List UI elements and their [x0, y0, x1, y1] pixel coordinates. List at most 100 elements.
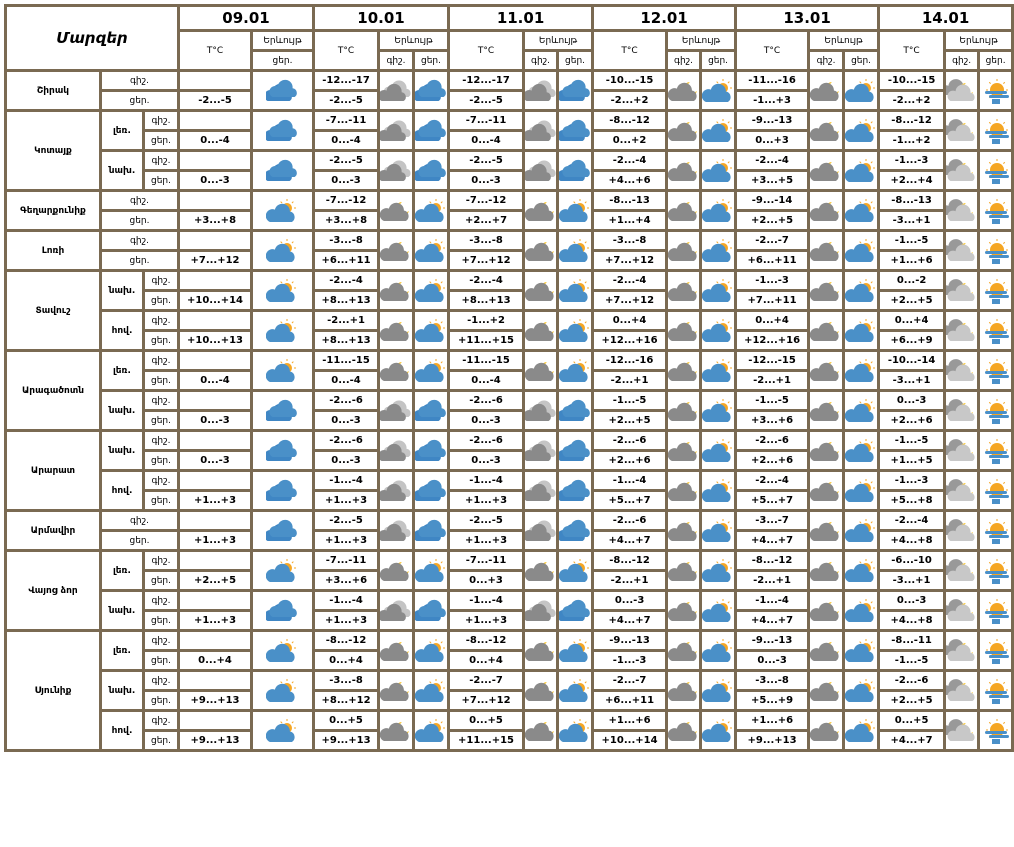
night-cloud-icon	[669, 195, 698, 227]
day-temperature: +12...+16	[591, 329, 669, 352]
weather-icon-cell	[522, 589, 560, 632]
day-temperature: 0...-4	[177, 369, 253, 392]
weather-icon-cell	[807, 509, 846, 552]
weather-icon-cell	[943, 189, 981, 232]
day-temperature: 0...-3	[177, 169, 253, 192]
day-header: ցեր.	[977, 49, 1014, 72]
cloudy-blue-icon	[255, 75, 311, 107]
day-header: ցեր.	[556, 49, 595, 72]
night-cloud-icon	[811, 715, 841, 747]
night-light-icon	[947, 75, 976, 107]
weather-icon-cell	[977, 229, 1014, 272]
table-row-day: ցեր. 0...-3 0...-3 0...-3 +2...+5 +3...+6 +2..…	[6, 409, 1013, 432]
weather-icon-cell	[249, 149, 316, 192]
night-temperature: -9...-14	[734, 189, 811, 212]
night-label: գիշ.	[142, 469, 180, 492]
night-temperature: -2...-5	[447, 149, 526, 172]
night-temperature	[177, 509, 253, 532]
weather-icon-cell	[807, 69, 846, 112]
night-cloud-icon	[381, 235, 411, 267]
subregion-name: հով.	[99, 309, 145, 352]
phenomenon-header: Երևույթ	[377, 29, 451, 52]
weather-icon-cell	[665, 269, 703, 312]
sun-fog-icon	[982, 675, 1010, 707]
night-cloud-icon	[526, 355, 555, 387]
partly-sunny-icon	[703, 395, 733, 427]
partly-sunny-icon	[560, 675, 590, 707]
partly-sunny-icon	[703, 595, 733, 627]
sun-fog-icon	[982, 155, 1010, 187]
weather-icon-cell	[699, 469, 738, 512]
weather-icon-cell	[807, 149, 846, 192]
day-temperature: -1...-5	[877, 649, 947, 672]
cloudy-blue-icon	[255, 475, 311, 507]
partly-sunny-icon	[560, 315, 590, 347]
day-temperature: +3...+6	[734, 409, 811, 432]
table-row-night: Վայոց ձոր լեռ. գիշ. -7...-11 -7...-11 -8...-1…	[4, 549, 1014, 632]
region-name: Սյունիք	[4, 629, 102, 752]
night-temperature: -1...-4	[734, 589, 811, 612]
weather-icon-cell	[977, 589, 1014, 632]
night-temperature: -1...-4	[312, 589, 381, 612]
clouds-gray-icon	[381, 475, 411, 507]
night-temperature: 0...-2	[877, 269, 947, 292]
day-temperature: 0...-4	[177, 129, 253, 152]
weather-icon-cell	[522, 669, 560, 712]
day-label: ցեր.	[142, 449, 180, 472]
night-cloud-icon	[669, 155, 698, 187]
weather-icon-cell	[249, 709, 316, 752]
weather-icon-cell	[842, 149, 881, 192]
day-temperature: +1...+4	[591, 209, 669, 232]
sun-fog-icon	[982, 595, 1010, 627]
day-header: ցեր.	[249, 49, 316, 72]
weather-icon-cell	[556, 269, 595, 312]
subregion-name: լեռ.	[99, 549, 145, 592]
night-cloud-icon	[811, 275, 841, 307]
weather-icon-cell	[665, 549, 703, 592]
table-row-night: Շիրակ գիշ. -12...-17 -12...-17 -10...-15 -11.…	[4, 69, 1014, 112]
sun-fog-icon	[982, 435, 1010, 467]
day-temperature: +1...+3	[447, 529, 526, 552]
weather-icon-cell	[249, 429, 316, 472]
table-row-night: Արմավիր գիշ. -2...-5 -2...-5 -2...-6 -3...-7 -…	[4, 509, 1014, 552]
weather-icon-cell	[412, 69, 451, 112]
weather-icon-cell	[522, 109, 560, 152]
night-cloud-icon	[526, 315, 555, 347]
night-temperature	[177, 69, 253, 92]
night-temperature: -2...-6	[734, 429, 811, 452]
regions-header: Մարզեր	[4, 4, 180, 72]
night-temperature: -1...-4	[447, 589, 526, 612]
night-cloud-icon	[811, 355, 841, 387]
partly-sunny-icon	[846, 235, 876, 267]
night-temperature: -2...-6	[591, 429, 669, 452]
date-header: 10.01	[312, 4, 451, 32]
header-row-dates: Մարզեր 09.01 10.01 11.01 12.01 13.01 14.01	[4, 4, 1014, 72]
weather-icon-cell	[377, 429, 416, 472]
night-cloud-icon	[526, 235, 555, 267]
day-temperature: +11...+15	[447, 729, 526, 752]
night-cloud-icon	[381, 635, 411, 667]
night-temperature: -12...-17	[312, 69, 381, 92]
sun-fog-icon	[982, 715, 1010, 747]
night-label: գիշ.	[99, 189, 180, 212]
weather-icon-cell	[842, 549, 881, 592]
night-cloud-icon	[381, 195, 411, 227]
night-temperature: -1...-3	[734, 269, 811, 292]
partly-sunny-icon	[255, 715, 311, 747]
night-temperature: -7...-11	[447, 549, 526, 572]
region-name: Գեղարքունիք	[4, 189, 102, 232]
weather-icon-cell	[377, 389, 416, 432]
temperature-header: T°C	[177, 29, 253, 72]
day-label: ցեր.	[99, 89, 180, 112]
clouds-gray-icon	[526, 395, 555, 427]
partly-sunny-icon	[846, 195, 876, 227]
table-row-day: ցեր. +2...+5 +3...+6 0...+3 -2...+1 -2...+1 -3…	[6, 569, 1013, 592]
header-row-sublabels: ցեր. գիշ. ցեր. գիշ. ցեր. գիշ. ցեր. գիշ. ցեր. գիշ.…	[6, 49, 1014, 72]
weather-icon-cell	[556, 69, 595, 112]
partly-sunny-icon	[255, 355, 311, 387]
night-cloud-icon	[811, 675, 841, 707]
day-temperature: +8...+13	[312, 289, 381, 312]
night-cloud-icon	[669, 75, 698, 107]
weather-icon-cell	[699, 189, 738, 232]
weather-icon-cell	[412, 669, 451, 712]
